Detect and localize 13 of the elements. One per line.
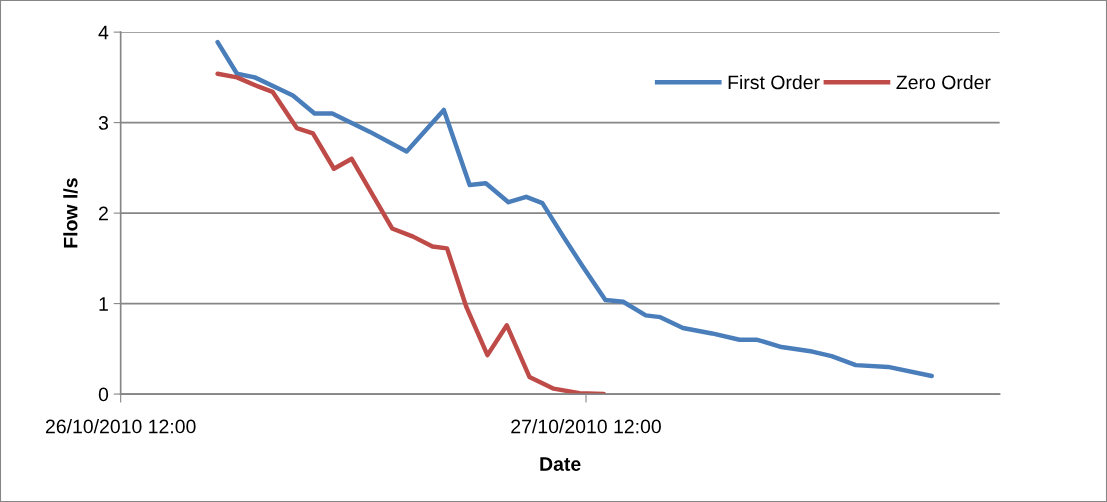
x-tick-label: 26/10/2010 12:00 [45,419,196,434]
x-axis-title: Date [540,457,581,471]
line-series [215,71,606,395]
y-tick-label: 2 [99,206,108,221]
y-axis-title: Flow l/s [63,178,78,248]
x-tick-label: 27/10/2010 12:00 [511,419,661,434]
y-tick-label: 4 [98,25,109,40]
y-tick-label: 1 [99,297,108,311]
legend-label: First Order [728,74,820,90]
y-tick-label: 0 [98,387,109,402]
line-series [215,39,934,379]
y-tick-label: 3 [98,116,108,130]
legend-label: Zero Order [896,74,991,90]
